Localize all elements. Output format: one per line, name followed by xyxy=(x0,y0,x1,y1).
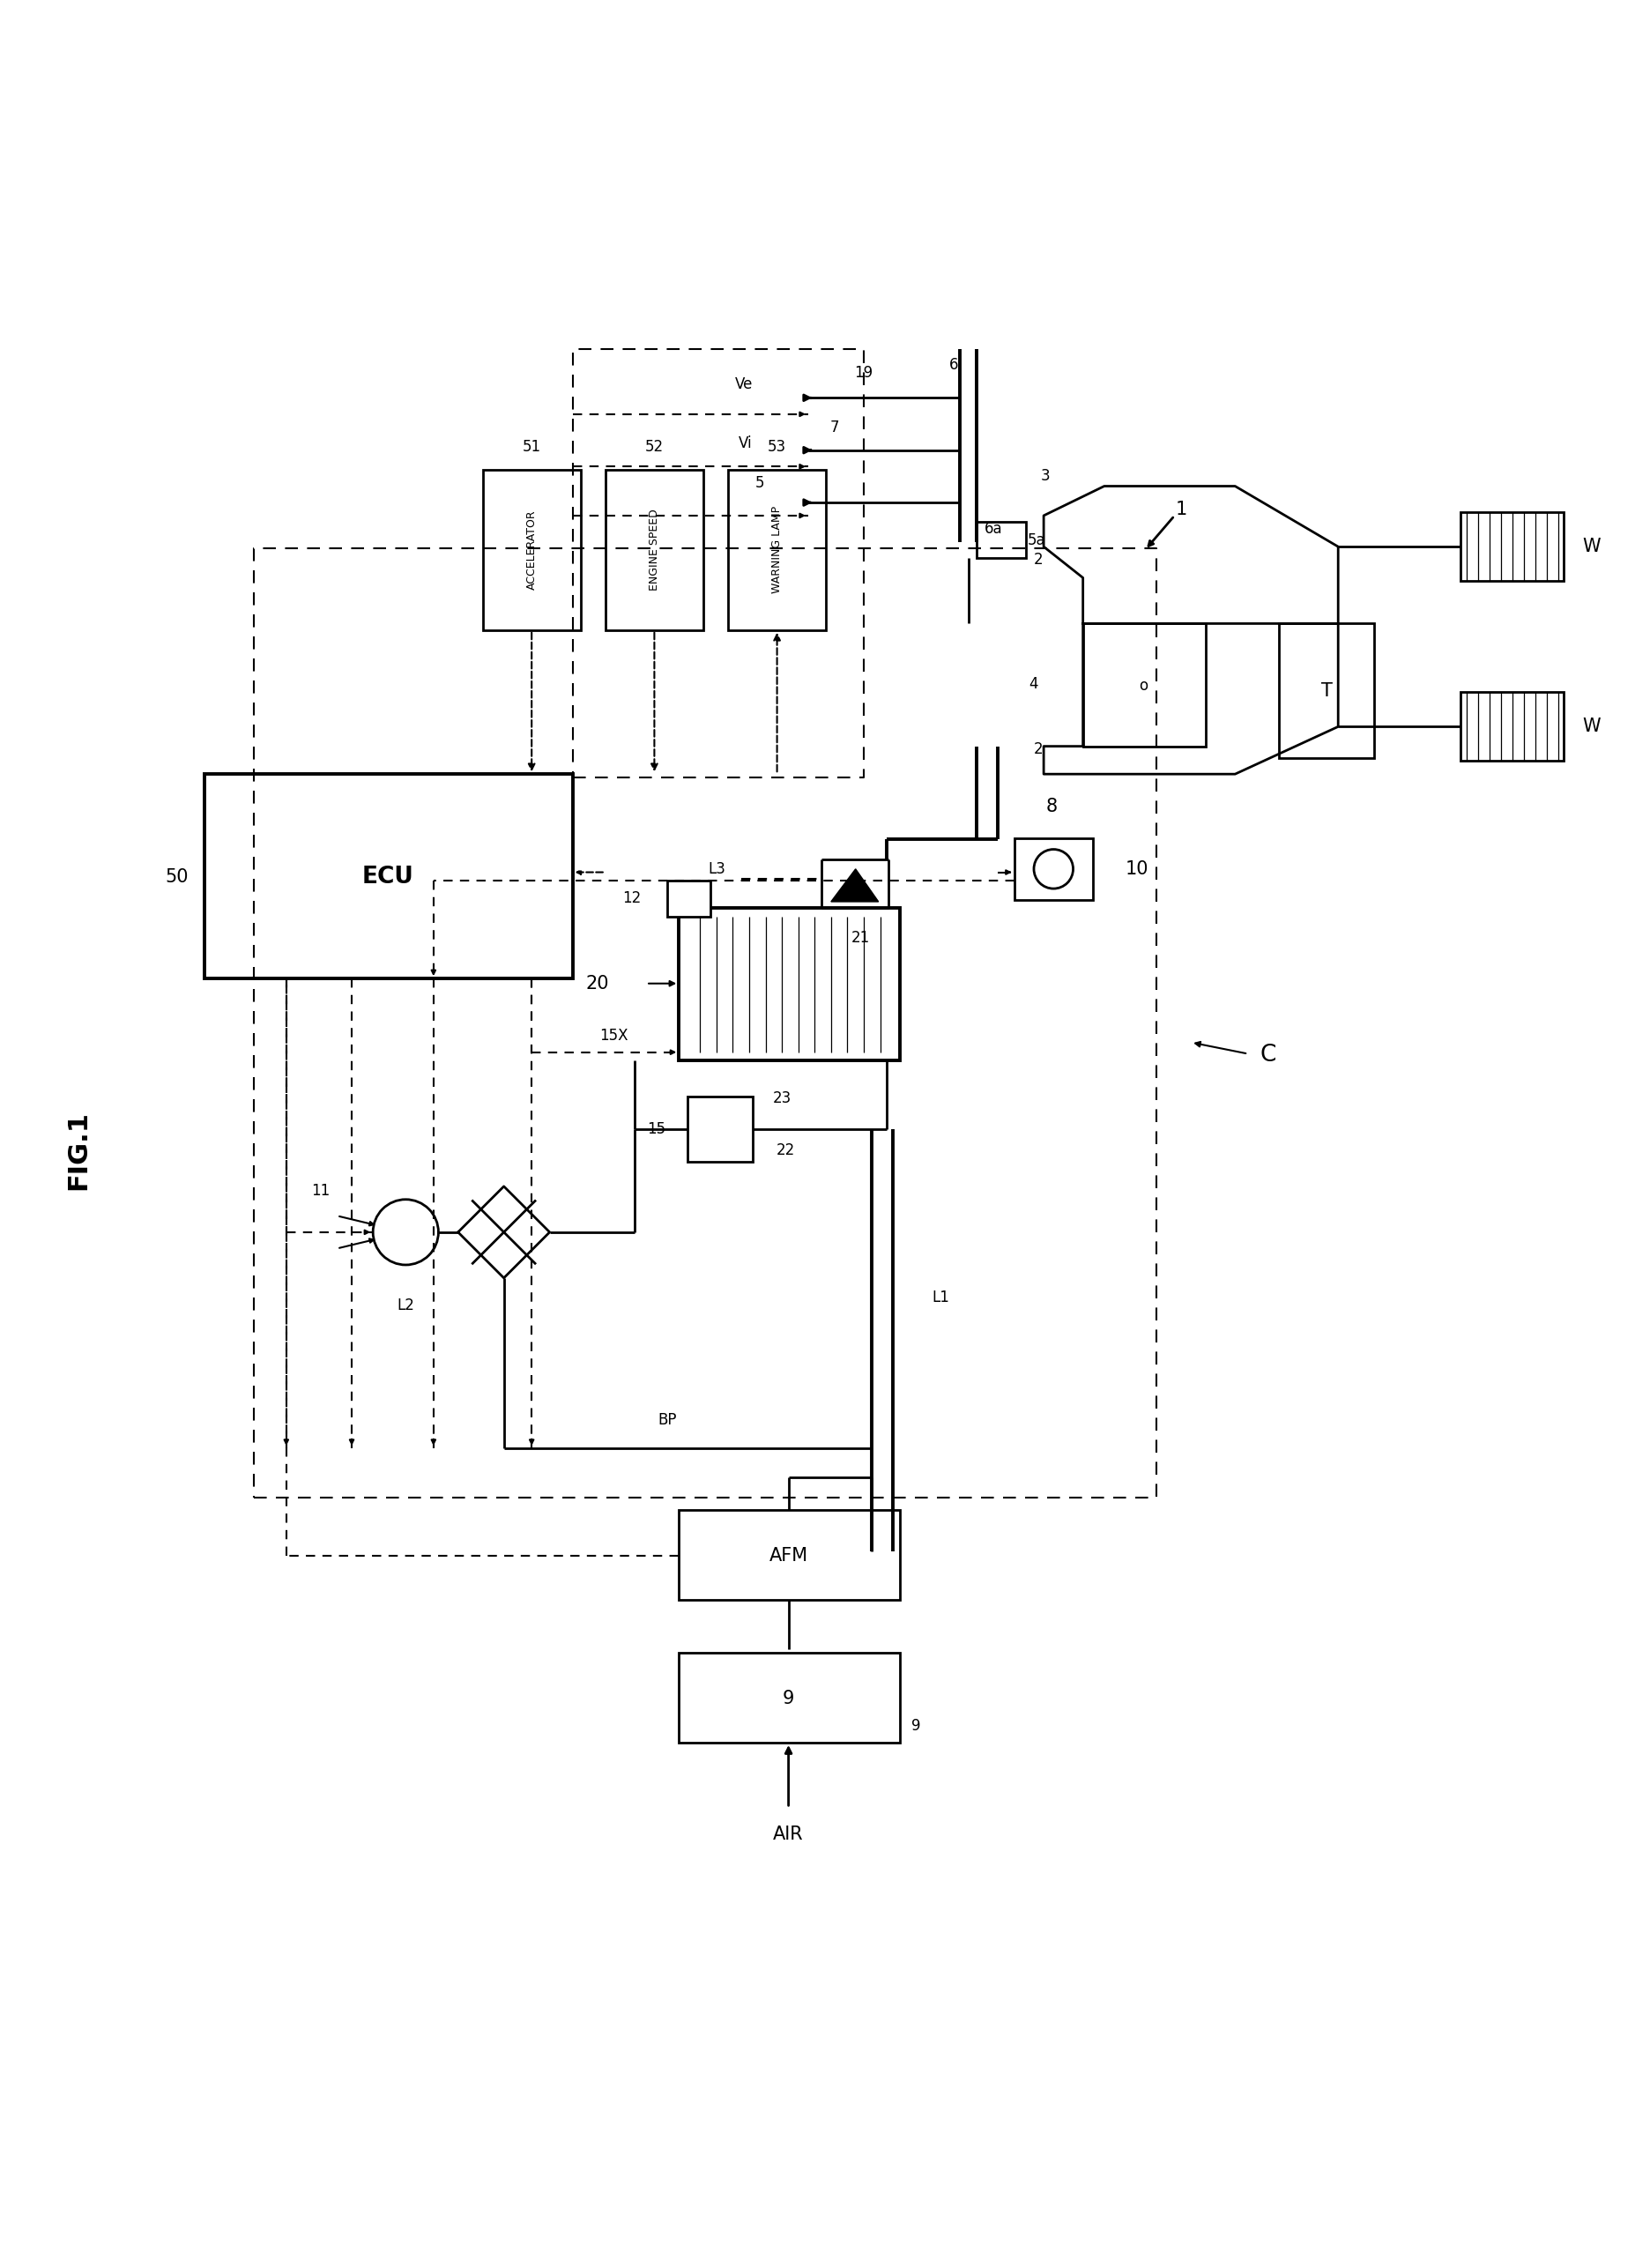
Text: 3: 3 xyxy=(1040,469,1050,485)
Text: AIR: AIR xyxy=(773,1826,803,1844)
Text: 52: 52 xyxy=(644,440,664,456)
Bar xyxy=(1014,837,1092,900)
Text: ENGINE SPEED: ENGINE SPEED xyxy=(647,508,661,592)
Text: 2: 2 xyxy=(1033,551,1043,567)
Bar xyxy=(667,880,710,916)
Polygon shape xyxy=(831,869,878,903)
Text: 12: 12 xyxy=(623,891,641,907)
Text: 6a: 6a xyxy=(984,522,1002,538)
Bar xyxy=(1460,692,1563,762)
Text: WARNING LAMP: WARNING LAMP xyxy=(770,506,783,594)
Text: 23: 23 xyxy=(772,1091,791,1107)
Text: ACCELERATOR: ACCELERATOR xyxy=(525,510,538,590)
Text: o: o xyxy=(1138,678,1148,694)
Text: 6: 6 xyxy=(948,356,958,372)
Text: 2: 2 xyxy=(1033,742,1043,758)
Text: 11: 11 xyxy=(311,1184,330,1200)
Text: BP: BP xyxy=(657,1413,677,1429)
Bar xyxy=(1279,624,1373,758)
Text: T: T xyxy=(1321,683,1331,699)
Text: 5: 5 xyxy=(754,474,764,490)
Text: 7: 7 xyxy=(829,420,839,435)
Text: 50: 50 xyxy=(165,869,188,887)
Text: FIG.1: FIG.1 xyxy=(65,1111,92,1191)
Text: W: W xyxy=(1581,538,1601,556)
Text: 1: 1 xyxy=(1174,501,1187,517)
Bar xyxy=(1082,624,1205,746)
Bar xyxy=(605,469,703,631)
Bar xyxy=(482,469,580,631)
Text: 8: 8 xyxy=(1045,798,1058,816)
Text: 53: 53 xyxy=(767,440,786,456)
Text: ECU: ECU xyxy=(361,866,414,889)
Text: 15: 15 xyxy=(647,1120,665,1136)
Bar xyxy=(204,773,572,978)
Text: Vi: Vi xyxy=(739,435,752,451)
Bar xyxy=(679,1510,899,1601)
Text: AFM: AFM xyxy=(768,1547,808,1565)
Text: 20: 20 xyxy=(585,975,608,993)
Text: 4: 4 xyxy=(1028,676,1038,692)
Bar xyxy=(728,469,826,631)
Bar xyxy=(679,1653,899,1742)
Text: 21: 21 xyxy=(850,930,870,946)
Text: 22: 22 xyxy=(775,1143,795,1159)
Bar xyxy=(976,522,1025,558)
Text: L2: L2 xyxy=(397,1297,414,1313)
Text: 15X: 15X xyxy=(598,1027,628,1043)
Text: L3: L3 xyxy=(708,862,724,878)
Bar xyxy=(687,1095,752,1161)
Text: 10: 10 xyxy=(1125,860,1148,878)
Text: 19: 19 xyxy=(853,365,873,381)
Text: Ve: Ve xyxy=(734,376,752,392)
Bar xyxy=(679,907,899,1061)
Text: 9: 9 xyxy=(782,1690,795,1708)
Text: 9: 9 xyxy=(911,1719,921,1735)
Bar xyxy=(1460,513,1563,581)
Text: 5a: 5a xyxy=(1027,533,1045,549)
Text: 51: 51 xyxy=(522,440,541,456)
Text: W: W xyxy=(1581,719,1601,735)
Text: L1: L1 xyxy=(932,1290,948,1306)
Text: C: C xyxy=(1259,1043,1275,1066)
